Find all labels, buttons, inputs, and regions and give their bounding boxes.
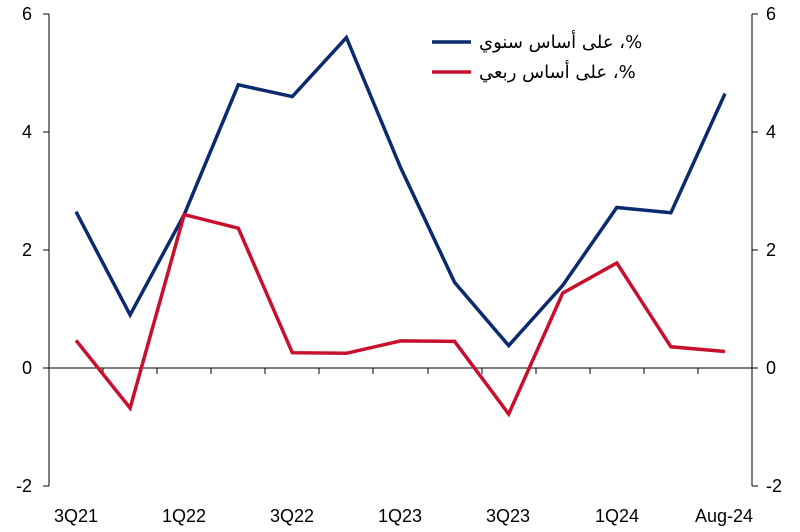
x-tick-1q22: 1Q22	[162, 506, 206, 526]
right-axis: 6 4 2 0 -2	[751, 4, 782, 496]
legend: %، على أساس سنوي %، على أساس ربعي	[432, 30, 642, 83]
x-tick-aug-24: Aug-24	[695, 506, 753, 526]
y-tick-left-4: 4	[22, 122, 32, 142]
x-axis: 3Q21 1Q22 3Q22 1Q23 3Q23 1Q24 Aug-24	[48, 367, 753, 526]
x-tick-1q24: 1Q24	[595, 506, 639, 526]
legend-label-annual: %، على أساس سنوي	[479, 30, 642, 53]
y-tick-right-0: 0	[766, 358, 776, 378]
x-tick-3q21: 3Q21	[54, 506, 98, 526]
y-tick-left-minus-2: -2	[16, 476, 32, 496]
y-tick-right-minus-2: -2	[766, 476, 782, 496]
y-tick-left-2: 2	[22, 240, 32, 260]
series-line-annual	[74, 34, 727, 349]
legend-label-quarterly: %، على أساس ربعي	[479, 60, 636, 83]
x-tick-3q22: 3Q22	[270, 506, 314, 526]
series-layer	[74, 34, 727, 418]
series-line-quarterly	[74, 212, 726, 418]
x-tick-1q23: 1Q23	[378, 506, 422, 526]
y-tick-right-6: 6	[766, 4, 776, 24]
y-tick-right-2: 2	[766, 240, 776, 260]
y-tick-left-0: 0	[22, 358, 32, 378]
y-tick-left-6: 6	[22, 4, 32, 24]
left-axis: 6 4 2 0 -2	[16, 4, 50, 496]
x-tick-3q23: 3Q23	[486, 506, 530, 526]
y-tick-right-4: 4	[766, 122, 776, 142]
